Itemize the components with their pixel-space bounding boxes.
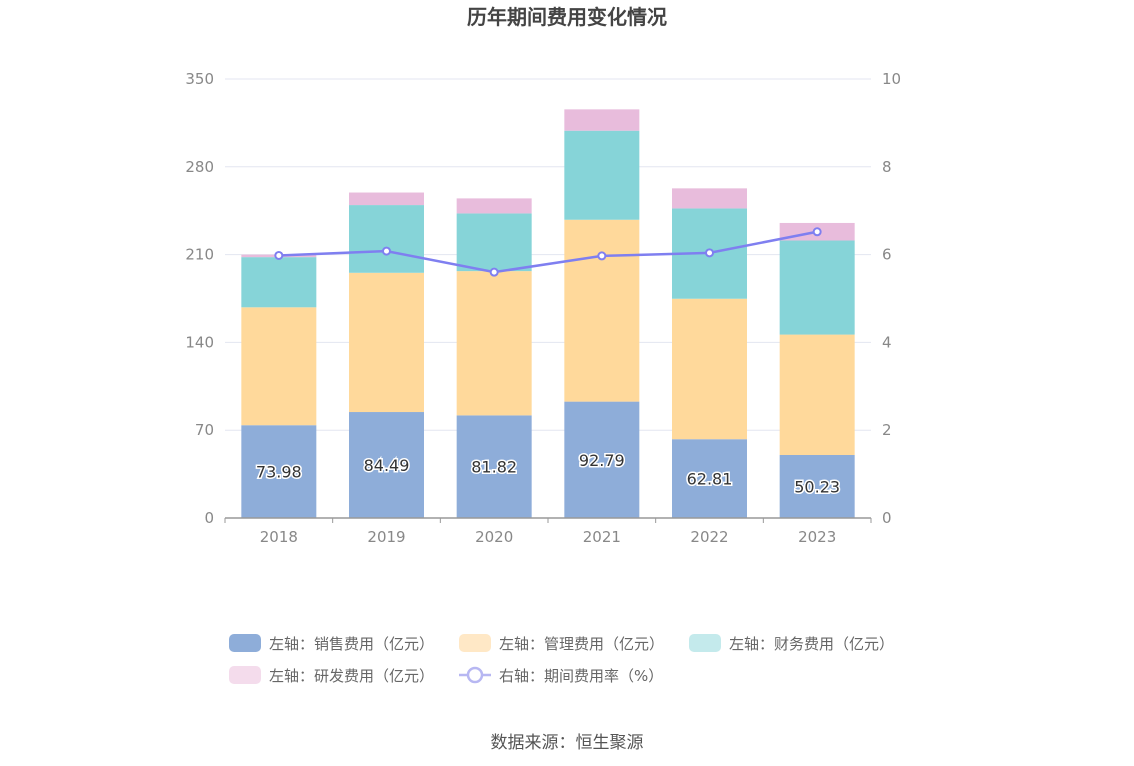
bar-segment xyxy=(779,240,855,335)
rate-line xyxy=(278,230,818,274)
bar-value-label: 81.82 xyxy=(471,458,517,477)
chart-title: 历年期间费用变化情况 xyxy=(467,5,667,29)
rate-point xyxy=(597,251,607,261)
rate-point xyxy=(382,246,391,256)
x-axis-tick-label: 2023 xyxy=(798,528,836,546)
x-axis-ticks: 2018 2019 2020 2021 2022 2023 xyxy=(224,518,872,546)
bar-value-label: 62.81 xyxy=(687,470,733,489)
legend-label: 左轴：研发费用（亿元） xyxy=(269,667,434,685)
legend-item: 左轴：销售费用（亿元） xyxy=(229,634,434,653)
bar-segment xyxy=(672,439,747,518)
bar-segment xyxy=(564,219,640,402)
x-axis-tick-label: 2021 xyxy=(583,528,621,546)
x-axis-tick-label: 2019 xyxy=(367,528,405,546)
data-source: 数据来源：恒生聚源 xyxy=(491,733,644,753)
x-axis-tick-label: 2018 xyxy=(260,528,298,546)
x-axis-tick-label: 2020 xyxy=(475,528,513,546)
bar-segment xyxy=(564,401,640,518)
legend-label: 左轴：销售费用（亿元） xyxy=(269,635,434,653)
bar-segment xyxy=(564,109,640,131)
left-axis-ticks: 0 70 140 210 280 350 xyxy=(185,70,214,527)
line-series-rate xyxy=(274,227,822,277)
legend-item: 右轴：期间费用率（%） xyxy=(459,666,663,685)
right-axis-ticks: 0 2 4 6 8 10 xyxy=(882,70,901,527)
bar-segment xyxy=(349,192,424,206)
left-axis-tick-label: 280 xyxy=(185,158,214,176)
bar-value-label: 73.98 xyxy=(256,463,302,482)
legend-item: 左轴：财务费用（亿元） xyxy=(689,634,894,653)
left-axis-tick-label: 350 xyxy=(185,70,214,88)
bar-segment xyxy=(672,188,747,209)
right-axis-tick-label: 8 xyxy=(882,158,892,176)
bar-data-labels: 73.98 84.49 81.82 92.79 62.81 50.23 xyxy=(254,449,841,498)
bar-segment xyxy=(241,425,317,518)
legend-item: 左轴：研发费用（亿元） xyxy=(229,666,434,685)
legend-marker-swatch xyxy=(466,666,484,684)
bar-segment xyxy=(456,213,532,272)
left-axis-tick-label: 0 xyxy=(204,509,214,527)
left-axis-tick-label: 140 xyxy=(185,333,214,351)
bar-segment xyxy=(349,272,424,413)
right-axis-tick-label: 2 xyxy=(882,421,892,439)
bar-segment xyxy=(672,298,747,440)
legend-label: 左轴：管理费用（亿元） xyxy=(499,635,664,653)
right-axis-tick-label: 6 xyxy=(882,246,892,264)
grid-lines xyxy=(225,78,871,431)
legend-color-swatch xyxy=(689,634,721,652)
bar-segment xyxy=(241,307,317,426)
rate-point xyxy=(274,250,284,260)
legend-color-swatch xyxy=(229,666,261,684)
bar-segment xyxy=(456,198,532,214)
bar-segment xyxy=(349,412,424,518)
rate-point xyxy=(812,227,822,237)
legend-color-swatch xyxy=(229,634,261,652)
bar-segment xyxy=(779,454,855,518)
left-axis-tick-label: 70 xyxy=(195,421,214,439)
legend: 左轴：销售费用（亿元） 左轴：管理费用（亿元） 左轴：财务费用（亿元） 左轴：研发费用… xyxy=(229,634,894,685)
bar-segment xyxy=(349,205,424,273)
bar-segment xyxy=(564,130,640,220)
bar-value-label: 84.49 xyxy=(364,456,410,475)
x-axis-tick-label: 2022 xyxy=(690,528,728,546)
legend-label: 左轴：财务费用（亿元） xyxy=(729,635,894,653)
bar-segment xyxy=(456,271,532,416)
right-axis-tick-label: 10 xyxy=(882,70,901,88)
rate-point xyxy=(489,267,499,277)
legend-color-swatch xyxy=(459,634,491,652)
legend-label: 右轴：期间费用率（%） xyxy=(499,667,663,685)
bar-segment xyxy=(456,415,532,518)
bar-segment xyxy=(779,334,855,455)
bar-series xyxy=(241,109,855,518)
legend-item: 左轴：管理费用（亿元） xyxy=(459,634,664,653)
left-axis-tick-label: 210 xyxy=(185,246,214,264)
bar-segment xyxy=(241,257,317,308)
rate-point xyxy=(705,248,714,258)
bar-value-label: 92.79 xyxy=(579,451,625,470)
right-axis-tick-label: 0 xyxy=(882,509,892,527)
right-axis-tick-label: 4 xyxy=(882,333,892,351)
bar-value-label: 50.23 xyxy=(794,477,840,496)
